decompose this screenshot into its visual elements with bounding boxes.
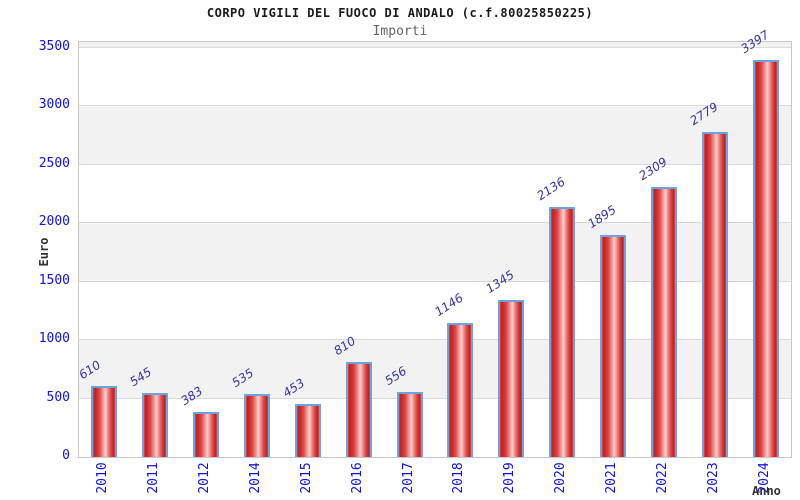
x-tick-label: 2022 [654,462,670,494]
y-tick-label: 0 [62,448,70,463]
bar [193,412,220,457]
x-tick-label: 2015 [298,462,314,494]
bar [701,132,728,457]
bar-value-label: 610 [76,357,104,382]
bar-value-label: 810 [331,334,358,359]
x-tick-label: 2020 [553,462,569,494]
bar-value-label: 1146 [432,290,467,320]
gridline [79,280,791,282]
x-tick-label: 2017 [400,462,416,494]
chart-subtitle: Importi [372,24,428,39]
y-tick-label: 2500 [38,155,70,171]
bar [345,362,372,457]
bar [294,404,321,457]
bar-value-label: 2309 [636,154,670,184]
bar-value-label: 2136 [534,174,568,204]
x-tick-label: 2019 [502,462,518,494]
y-tick-label: 2000 [38,214,70,230]
bar-value-label: 556 [381,363,409,389]
bar [498,299,525,457]
bar [244,394,270,457]
bar [752,59,779,457]
bar [600,235,626,457]
bar [650,187,677,457]
x-tick-label: 2023 [705,462,721,494]
bar [549,207,576,457]
bar-value-label: 2779 [687,99,721,129]
plot-area: 610 545 383 535 453 810 556 1146 1345 2136 1895 230… [76,28,792,458]
bar [447,323,474,457]
y-tick-label: 500 [46,389,70,405]
x-tick-label: 2021 [604,462,619,494]
gridline [79,339,791,341]
bar-value-label: 1345 [483,267,517,296]
x-tick-label: 2018 [451,462,467,494]
x-tick-label: 2014 [248,462,263,494]
gridline [79,105,791,107]
gridline [79,46,791,48]
gridline [79,222,791,224]
bar [396,392,423,457]
y-tick-label: 3000 [38,97,70,113]
x-tick-label: 2010 [95,462,111,494]
x-tick-label: 2011 [146,462,162,494]
y-tick-label: 1500 [38,272,70,288]
bar-value-label: 1895 [585,203,619,232]
bar-value-label: 545 [127,365,155,390]
y-tick-label: 1000 [38,331,70,347]
chart-title: CORPO VIGILI DEL FUOCO DI ANDALO (c.f.80… [206,6,594,20]
bar-value-label: 453 [280,375,308,401]
bar [142,393,169,457]
y-tick-label: 3500 [38,38,70,54]
bar [91,385,118,457]
x-tick-label: 2012 [197,462,213,494]
bar-value-label: 535 [229,366,257,391]
x-tick-label: 2016 [349,462,365,494]
gridline [79,163,791,165]
x-tick-label: 2024 [756,462,772,494]
bar-value-label: 383 [178,384,206,409]
gridline [79,397,791,399]
x-axis-title: Anno [752,484,781,498]
